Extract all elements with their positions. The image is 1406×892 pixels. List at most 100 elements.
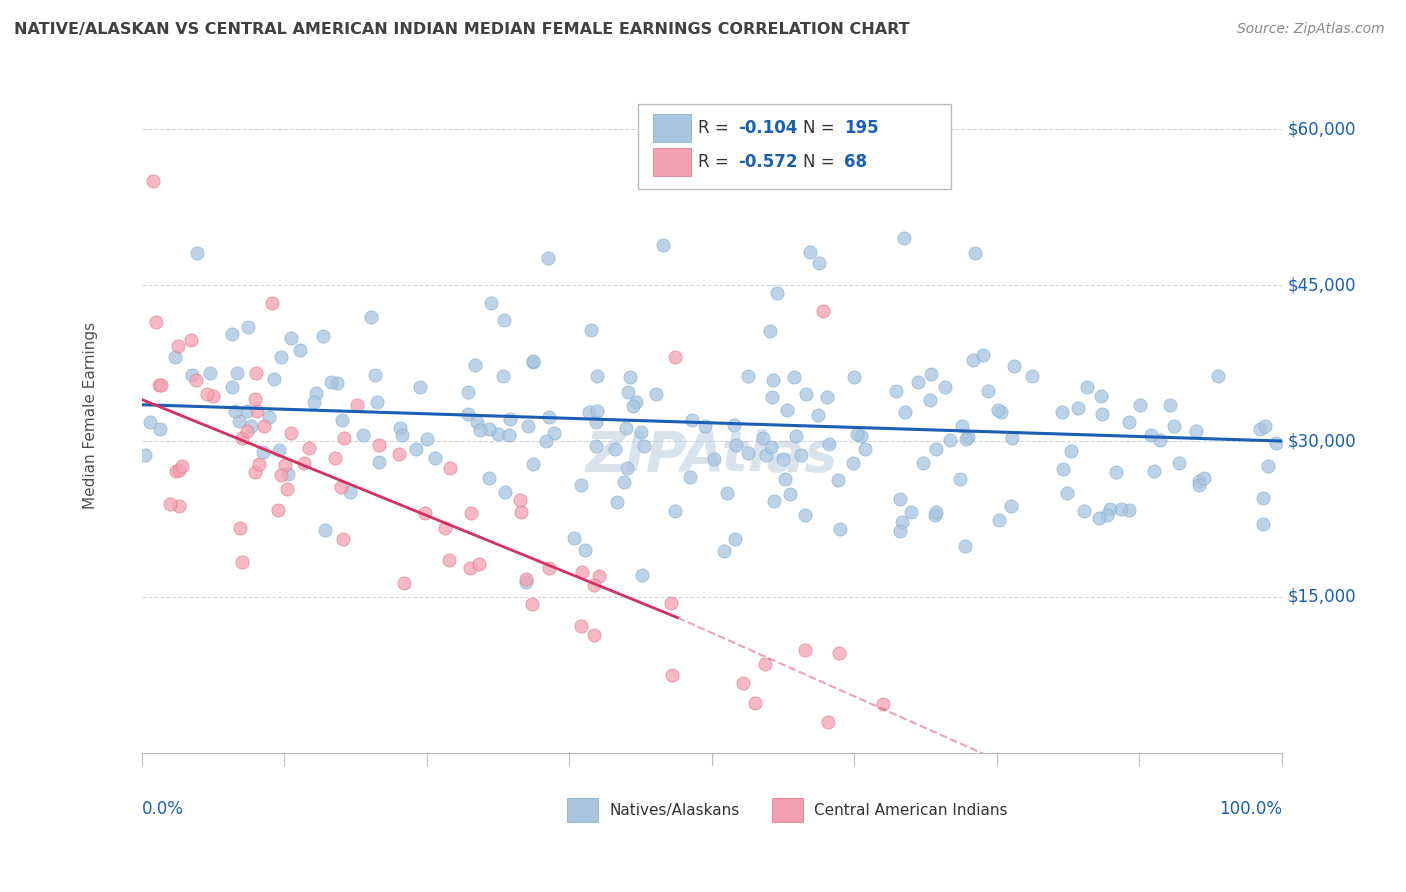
- Point: [652, 238, 675, 252]
- Point: [231, 431, 253, 445]
- Point: [346, 398, 368, 412]
- Point: [180, 333, 202, 347]
- Point: [569, 619, 592, 633]
- Point: [534, 434, 557, 448]
- Point: [294, 456, 316, 470]
- Point: [330, 480, 353, 494]
- Point: [1056, 486, 1078, 500]
- Point: [302, 395, 325, 409]
- Point: [661, 667, 683, 681]
- Point: [773, 472, 796, 486]
- Text: 68: 68: [844, 153, 868, 171]
- Point: [844, 370, 866, 384]
- Point: [1140, 428, 1163, 442]
- Point: [799, 245, 821, 260]
- Point: [165, 350, 187, 364]
- Point: [581, 322, 603, 336]
- Point: [772, 452, 794, 467]
- Point: [198, 367, 221, 381]
- Point: [949, 472, 972, 486]
- Point: [1143, 464, 1166, 478]
- Point: [807, 408, 830, 422]
- Point: [364, 368, 387, 382]
- Point: [522, 355, 544, 369]
- Point: [849, 429, 872, 443]
- Text: 195: 195: [844, 120, 879, 137]
- Point: [145, 315, 167, 329]
- Point: [366, 394, 388, 409]
- Point: [976, 384, 998, 399]
- Point: [664, 350, 686, 364]
- Point: [150, 377, 173, 392]
- Point: [367, 455, 389, 469]
- Point: [243, 392, 266, 407]
- Point: [522, 354, 544, 368]
- Point: [890, 515, 912, 529]
- Point: [330, 413, 353, 427]
- Point: [413, 506, 436, 520]
- Point: [458, 561, 481, 575]
- Text: -0.104: -0.104: [738, 120, 797, 137]
- Point: [911, 456, 934, 470]
- Point: [468, 557, 491, 571]
- Point: [938, 433, 960, 447]
- Point: [305, 385, 328, 400]
- Point: [520, 597, 543, 611]
- Text: $60,000: $60,000: [1288, 120, 1355, 138]
- Point: [221, 380, 243, 394]
- Point: [239, 419, 262, 434]
- Point: [1087, 511, 1109, 525]
- Text: ZIPAtlas: ZIPAtlas: [586, 428, 838, 483]
- Text: N =: N =: [803, 120, 839, 137]
- Text: NATIVE/ALASKAN VS CENTRAL AMERICAN INDIAN MEDIAN FEMALE EARNINGS CORRELATION CHA: NATIVE/ALASKAN VS CENTRAL AMERICAN INDIA…: [14, 22, 910, 37]
- Point: [808, 255, 831, 269]
- Point: [737, 446, 759, 460]
- Point: [439, 461, 461, 475]
- Point: [754, 657, 776, 671]
- Text: $30,000: $30,000: [1288, 432, 1357, 450]
- Point: [794, 508, 817, 522]
- Point: [270, 350, 292, 364]
- Point: [828, 646, 851, 660]
- Point: [830, 522, 852, 536]
- Point: [333, 432, 356, 446]
- Point: [263, 372, 285, 386]
- Point: [723, 533, 745, 547]
- Point: [585, 415, 607, 429]
- Point: [543, 426, 565, 441]
- Point: [394, 575, 416, 590]
- Point: [270, 468, 292, 483]
- Point: [794, 387, 817, 401]
- FancyBboxPatch shape: [638, 104, 952, 189]
- Point: [1090, 389, 1112, 403]
- Point: [1149, 434, 1171, 448]
- Point: [827, 473, 849, 487]
- Point: [465, 415, 488, 429]
- Point: [987, 403, 1010, 417]
- Point: [515, 574, 537, 589]
- Point: [616, 461, 638, 475]
- Point: [515, 572, 537, 586]
- Point: [744, 696, 766, 710]
- Point: [538, 560, 561, 574]
- Point: [238, 320, 260, 334]
- Point: [492, 313, 515, 327]
- Point: [1021, 369, 1043, 384]
- Point: [920, 393, 942, 408]
- Point: [562, 532, 585, 546]
- Point: [1001, 432, 1024, 446]
- Point: [664, 503, 686, 517]
- Point: [569, 477, 592, 491]
- Point: [617, 385, 640, 400]
- Point: [1188, 474, 1211, 488]
- Point: [633, 439, 655, 453]
- Point: [509, 493, 531, 508]
- Point: [170, 459, 193, 474]
- Point: [457, 407, 479, 421]
- Point: [716, 486, 738, 500]
- Point: [149, 422, 172, 436]
- Point: [965, 246, 987, 260]
- Point: [434, 521, 457, 535]
- Point: [516, 418, 538, 433]
- Point: [201, 389, 224, 403]
